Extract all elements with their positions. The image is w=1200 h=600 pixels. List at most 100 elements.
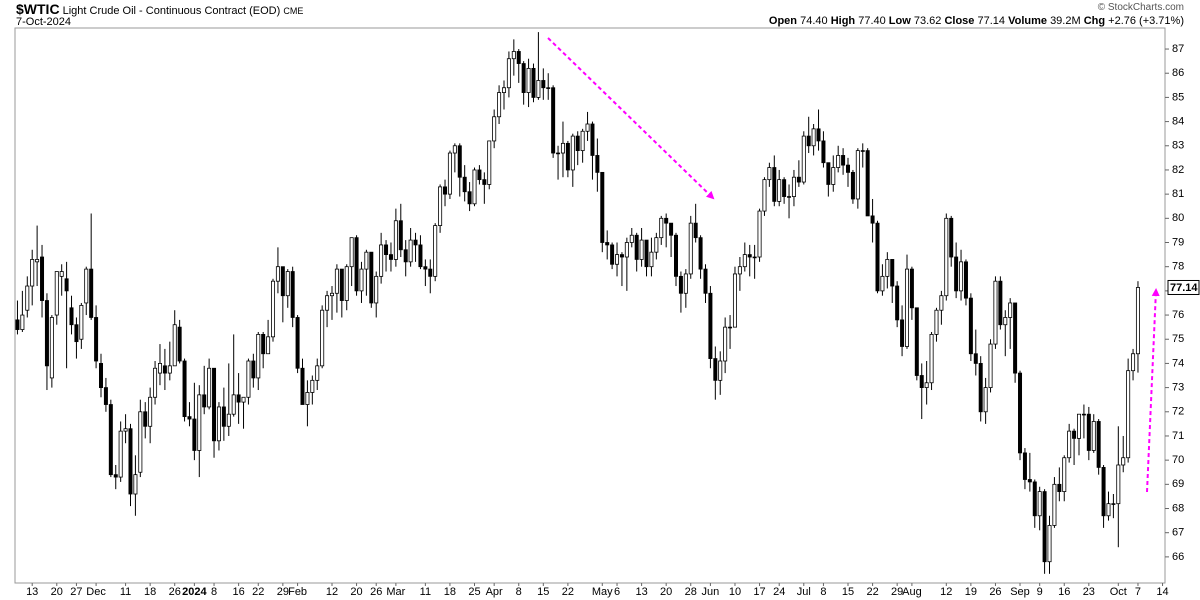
candle-body xyxy=(256,333,261,379)
candle-body xyxy=(329,292,334,297)
x-tick-label: 8 xyxy=(211,586,217,598)
y-tick-label: 76 xyxy=(1172,309,1184,321)
candle-body xyxy=(949,217,954,258)
candle-body xyxy=(541,80,546,89)
x-tick-label: 20 xyxy=(660,586,672,598)
x-tick-label: Feb xyxy=(288,586,307,598)
candle-body xyxy=(718,360,723,381)
x-tick-label: 16 xyxy=(1058,586,1070,598)
candle-body xyxy=(393,220,398,260)
candle-body xyxy=(290,271,295,318)
candle-body xyxy=(551,87,556,154)
candle-body xyxy=(280,266,285,297)
candle-body xyxy=(767,167,772,181)
x-tick-label: May xyxy=(592,586,613,598)
candle-body xyxy=(388,254,393,260)
candle-body xyxy=(526,67,531,93)
x-tick-label: 13 xyxy=(635,586,647,598)
candle-body xyxy=(624,242,629,258)
candle-body xyxy=(379,244,384,277)
candle-body xyxy=(1037,491,1042,517)
candle-body xyxy=(963,261,968,299)
candle-body xyxy=(546,87,551,89)
candle-body xyxy=(841,155,846,166)
candle-body xyxy=(1111,503,1116,505)
candle-body xyxy=(433,225,438,277)
candle-body xyxy=(462,176,467,193)
candle-body xyxy=(438,186,443,226)
candle-body xyxy=(310,379,315,393)
candle-body xyxy=(772,167,777,202)
candle-body xyxy=(654,237,659,253)
candle-body xyxy=(506,58,511,89)
y-tick-label: 68 xyxy=(1172,502,1184,514)
candle-body xyxy=(944,217,949,297)
candle-body xyxy=(15,319,20,330)
candle-body xyxy=(59,271,64,277)
last-price-box xyxy=(1167,279,1200,295)
y-tick-label: 81 xyxy=(1172,188,1184,200)
candle-body xyxy=(364,251,369,270)
x-tick-label: 14 xyxy=(1156,586,1168,598)
candle-body xyxy=(251,360,256,379)
candle-body xyxy=(865,150,870,217)
annotation-arrow xyxy=(547,37,715,200)
candle-body xyxy=(162,365,167,374)
candle-body xyxy=(1052,483,1057,526)
candle-body xyxy=(998,280,1003,326)
candle-body xyxy=(64,278,69,292)
candle-body xyxy=(880,275,885,292)
candle-body xyxy=(94,317,99,362)
plot-frame xyxy=(14,27,1166,584)
candle-body xyxy=(595,155,600,173)
candle-body xyxy=(320,309,325,367)
candle-body xyxy=(261,333,266,355)
candle-body xyxy=(128,428,133,495)
candle-body xyxy=(477,169,482,181)
x-tick-label: 13 xyxy=(26,586,38,598)
stat-label: Volume xyxy=(1008,15,1047,27)
candle-body xyxy=(629,234,634,243)
candle-body xyxy=(334,268,339,294)
y-tick-label: 67 xyxy=(1172,527,1184,539)
x-tick-label: 15 xyxy=(537,586,549,598)
candle-body xyxy=(182,360,187,418)
candle-body xyxy=(683,273,688,294)
candle-body xyxy=(221,406,226,427)
candle-body xyxy=(516,51,521,64)
y-tick-label: 80 xyxy=(1172,212,1184,224)
candle-body xyxy=(492,116,497,142)
candle-body xyxy=(1013,302,1018,374)
candle-body xyxy=(521,63,526,93)
x-tick-label: 25 xyxy=(468,586,480,598)
candle-body xyxy=(236,394,241,403)
x-tick-label: 12 xyxy=(326,586,338,598)
candle-body xyxy=(1086,413,1091,451)
candle-body xyxy=(384,244,389,255)
candle-body xyxy=(959,261,964,292)
candle-body xyxy=(153,367,158,398)
x-tick-label: 10 xyxy=(729,586,741,598)
candle-body xyxy=(177,326,182,362)
candle-body xyxy=(909,268,914,309)
candle-body xyxy=(103,387,108,405)
credit: © StockCharts.com xyxy=(1097,2,1184,13)
candle-body xyxy=(30,259,35,287)
candle-body xyxy=(1081,413,1086,416)
candle-body xyxy=(988,343,993,389)
candle-body xyxy=(787,196,792,198)
x-tick-label: 22 xyxy=(866,586,878,598)
x-tick-label: 20 xyxy=(51,586,63,598)
candle-body xyxy=(904,268,909,347)
candle-body xyxy=(99,363,104,389)
candle-body xyxy=(615,254,620,265)
y-tick-label: 82 xyxy=(1172,164,1184,176)
candle-body xyxy=(575,135,580,152)
candle-body xyxy=(49,317,54,379)
stat-value: 77.14 xyxy=(977,15,1006,27)
candle-body xyxy=(875,222,880,292)
x-tick-label: 23 xyxy=(1083,586,1095,598)
x-tick-label: 26 xyxy=(370,586,382,598)
candle-body xyxy=(983,387,988,413)
